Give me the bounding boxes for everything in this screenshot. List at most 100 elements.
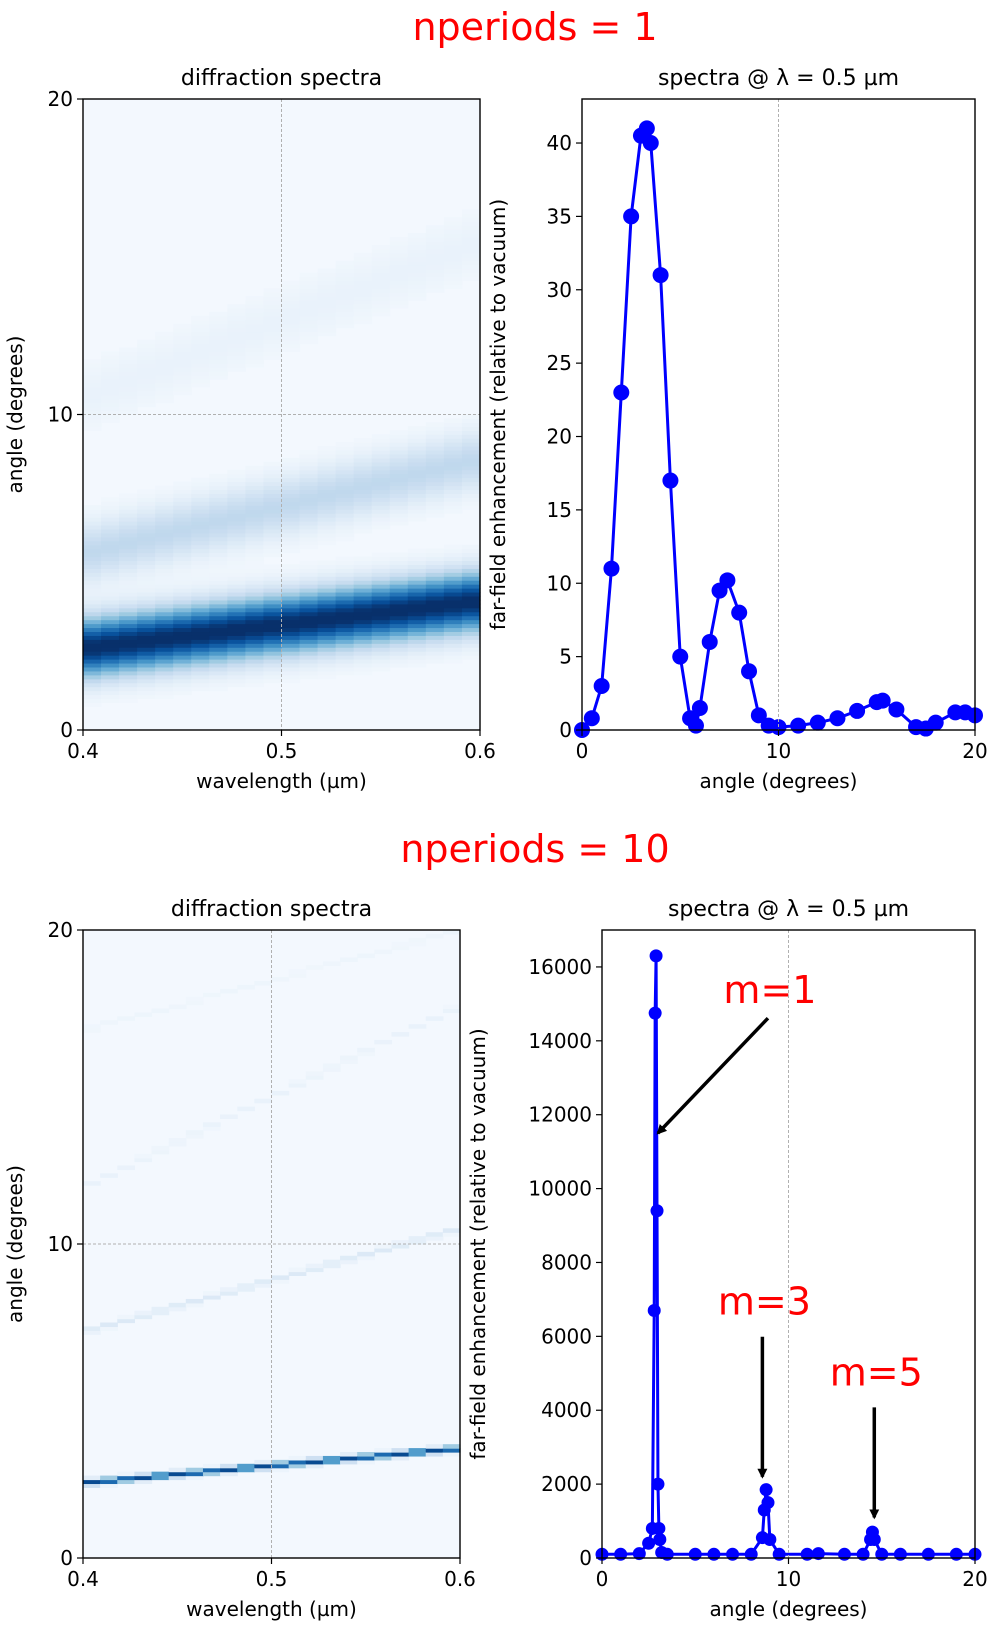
heatmap-cell (119, 371, 138, 376)
data-point (660, 1547, 674, 1561)
heatmap-cell (461, 217, 481, 222)
heatmap-cell (425, 434, 445, 439)
x-tick-label: 0.5 (266, 739, 298, 763)
heatmap-cell (353, 453, 373, 459)
heatmap-cell (317, 473, 337, 479)
plot-3: m=1m=3m=50 10 2002000400060008000100001200… (466, 897, 988, 1621)
heatmap-cell (407, 548, 427, 554)
heatmap-cell (425, 603, 445, 609)
heatmap-cell (389, 493, 409, 498)
heatmap-cell (281, 631, 301, 636)
heatmap-cell (137, 367, 156, 372)
heatmap-cell (425, 627, 445, 633)
heatmap-cell (137, 572, 156, 577)
heatmap-cell (281, 651, 301, 656)
heatmap-cell (83, 702, 102, 707)
heatmap-cell (119, 382, 138, 388)
heatmap-cell (425, 655, 445, 660)
heatmap-cell (305, 1455, 324, 1461)
heatmap-cell (407, 651, 427, 656)
heatmap-cell (281, 662, 301, 668)
heatmap-cell (83, 560, 102, 565)
heatmap-cell (173, 335, 192, 341)
heatmap-cell (119, 386, 138, 392)
heatmap-cell (443, 631, 463, 636)
heatmap-cell (281, 505, 301, 510)
heatmap-cell (83, 390, 102, 396)
heatmap-cell (371, 639, 391, 644)
heatmap-cell (407, 489, 427, 494)
heatmap-cell (119, 639, 138, 644)
heatmap-cell (335, 311, 355, 317)
heatmap-cell (371, 434, 391, 439)
heatmap-cell (173, 323, 192, 329)
heatmap-cell (137, 351, 156, 356)
heatmap-cell (173, 639, 192, 644)
heatmap-cell (101, 536, 120, 542)
heatmap-cell (317, 647, 337, 652)
heatmap-cell (317, 524, 337, 530)
heatmap-cell (443, 489, 463, 494)
heatmap-cell (209, 595, 228, 601)
heatmap-cell (425, 631, 445, 636)
heatmap-cell (335, 300, 355, 305)
heatmap-cell (209, 355, 228, 360)
heatmap-cell (353, 524, 373, 530)
heatmap-cell (461, 627, 481, 633)
heatmap-cell (83, 1181, 101, 1186)
y-tick-label: 5 (559, 645, 572, 669)
heatmap-cell (227, 501, 247, 506)
heatmap-cell (371, 517, 391, 522)
heatmap-cell (119, 351, 138, 356)
heatmap-cell (443, 434, 463, 439)
heatmap-cell (83, 678, 102, 684)
heatmap-cell (209, 666, 228, 672)
heatmap-cell (271, 1467, 290, 1473)
heatmap-cell (155, 611, 174, 617)
heatmap-cell (83, 651, 102, 656)
heatmap-cell (173, 678, 192, 684)
heatmap-cell (245, 501, 265, 506)
heatmap-cell (173, 631, 192, 636)
heatmap-cell (317, 446, 337, 451)
heatmap-cell (371, 473, 391, 479)
heatmap-cell (389, 513, 409, 518)
heatmap-cell (191, 611, 210, 617)
heatmap-cell (173, 351, 192, 356)
heatmap-cell (101, 643, 120, 648)
heatmap-cell (371, 556, 391, 562)
heatmap-cell (245, 331, 265, 337)
heatmap-cell (155, 536, 174, 542)
heatmap-cell (407, 233, 427, 238)
heatmap-cell (389, 457, 409, 463)
heatmap-cell (461, 615, 481, 621)
heatmap-cell (137, 398, 156, 404)
heatmap-cell (137, 591, 156, 597)
heatmap-cell (425, 430, 445, 435)
heatmap-cell (155, 398, 174, 404)
heatmap-cell (119, 379, 138, 384)
heatmap-cell (442, 1232, 461, 1237)
heatmap-cell (191, 580, 210, 585)
heatmap-cell (202, 1122, 221, 1127)
heatmap-cell (202, 1295, 221, 1300)
heatmap-cell (443, 607, 463, 613)
heatmap-cell (209, 619, 228, 625)
heatmap-cell (443, 453, 463, 459)
heatmap-cell (371, 489, 391, 494)
heatmap-cell (371, 469, 391, 475)
heatmap-cell (371, 576, 391, 581)
heatmap-cell (425, 276, 445, 282)
heatmap-cell (461, 493, 481, 498)
heatmap-cell (83, 682, 102, 688)
heatmap-cell (173, 615, 192, 621)
heatmap-cell (340, 1055, 358, 1061)
data-point (726, 1547, 740, 1561)
heatmap-cell (202, 1467, 221, 1473)
heatmap-cell (168, 1467, 187, 1473)
heatmap-cell (209, 560, 228, 565)
heatmap-cell (185, 1467, 204, 1473)
heatmap-cell (155, 552, 174, 558)
heatmap-cell (335, 670, 355, 676)
